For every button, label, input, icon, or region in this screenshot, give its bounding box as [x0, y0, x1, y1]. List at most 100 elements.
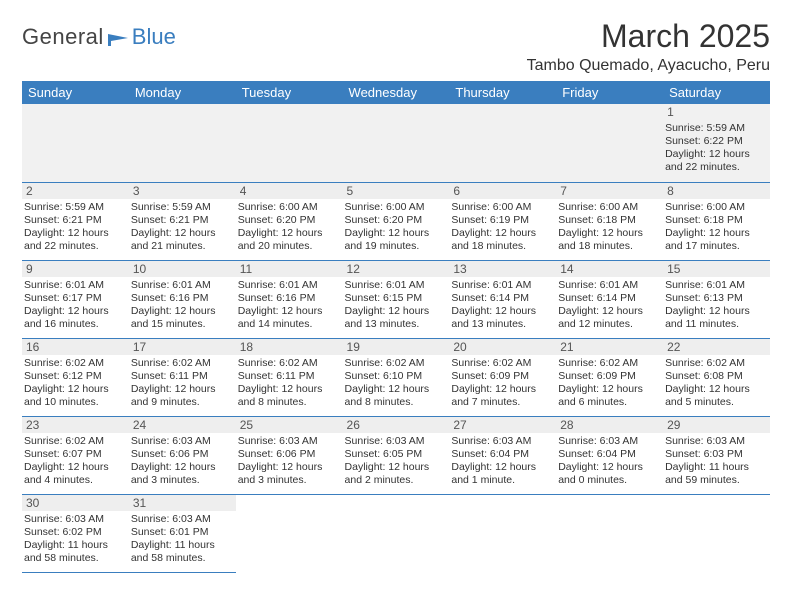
- day-number: 26: [343, 417, 450, 433]
- day-info: Sunrise: 6:00 AMSunset: 6:20 PMDaylight:…: [236, 199, 343, 254]
- sunrise-text: Sunrise: 6:03 AM: [238, 435, 341, 448]
- calendar-cell: 9Sunrise: 6:01 AMSunset: 6:17 PMDaylight…: [22, 260, 129, 338]
- weekday-header: Thursday: [449, 81, 556, 104]
- daylight-text: Daylight: 12 hours and 13 minutes.: [345, 305, 448, 331]
- sunset-text: Sunset: 6:20 PM: [238, 214, 341, 227]
- day-number: 27: [449, 417, 556, 433]
- daylight-text: Daylight: 11 hours and 59 minutes.: [665, 461, 768, 487]
- day-info: Sunrise: 5:59 AMSunset: 6:21 PMDaylight:…: [129, 199, 236, 254]
- day-info: Sunrise: 6:00 AMSunset: 6:18 PMDaylight:…: [663, 199, 770, 254]
- day-number: 11: [236, 261, 343, 277]
- day-info: Sunrise: 6:03 AMSunset: 6:05 PMDaylight:…: [343, 433, 450, 488]
- calendar-cell: 28Sunrise: 6:03 AMSunset: 6:04 PMDayligh…: [556, 416, 663, 494]
- calendar-cell: 25 Sunrise: 6:03 AMSunset: 6:06 PMDayligh…: [236, 416, 343, 494]
- daylight-text: Daylight: 12 hours and 12 minutes.: [558, 305, 661, 331]
- sunset-text: Sunset: 6:17 PM: [24, 292, 127, 305]
- day-info: Sunrise: 6:02 AMSunset: 6:08 PMDaylight:…: [663, 355, 770, 410]
- day-number: 25: [236, 417, 343, 433]
- day-number: 20: [449, 339, 556, 355]
- calendar-cell: 18Sunrise: 6:02 AMSunset: 6:11 PMDayligh…: [236, 338, 343, 416]
- calendar-cell: 16Sunrise: 6:02 AMSunset: 6:12 PMDayligh…: [22, 338, 129, 416]
- calendar-cell: 14Sunrise: 6:01 AMSunset: 6:14 PMDayligh…: [556, 260, 663, 338]
- day-info: Sunrise: 6:03 AMSunset: 6:01 PMDaylight:…: [129, 511, 236, 566]
- location-text: Tambo Quemado, Ayacucho, Peru: [527, 57, 770, 75]
- day-number: 18: [236, 339, 343, 355]
- sunset-text: Sunset: 6:16 PM: [238, 292, 341, 305]
- calendar-cell: 3Sunrise: 5:59 AMSunset: 6:21 PMDaylight…: [129, 182, 236, 260]
- daylight-text: Daylight: 12 hours and 3 minutes.: [238, 461, 341, 487]
- sunrise-text: Sunrise: 5:59 AM: [665, 122, 768, 135]
- calendar-cell: [449, 494, 556, 572]
- day-info: Sunrise: 6:02 AMSunset: 6:12 PMDaylight:…: [22, 355, 129, 410]
- sunrise-text: Sunrise: 6:01 AM: [24, 279, 127, 292]
- sunrise-text: Sunrise: 6:03 AM: [131, 513, 234, 526]
- calendar-cell: [449, 104, 556, 182]
- day-number: 8: [663, 183, 770, 199]
- daylight-text: Daylight: 12 hours and 20 minutes.: [238, 227, 341, 253]
- calendar-cell: 11Sunrise: 6:01 AMSunset: 6:16 PMDayligh…: [236, 260, 343, 338]
- sunset-text: Sunset: 6:15 PM: [345, 292, 448, 305]
- calendar-cell: 12Sunrise: 6:01 AMSunset: 6:15 PMDayligh…: [343, 260, 450, 338]
- calendar-cell: 2Sunrise: 5:59 AMSunset: 6:21 PMDaylight…: [22, 182, 129, 260]
- sunset-text: Sunset: 6:20 PM: [345, 214, 448, 227]
- day-number: 19: [343, 339, 450, 355]
- day-number: 6: [449, 183, 556, 199]
- daylight-text: Daylight: 12 hours and 6 minutes.: [558, 383, 661, 409]
- sunset-text: Sunset: 6:09 PM: [558, 370, 661, 383]
- day-number: 4: [236, 183, 343, 199]
- sunrise-text: Sunrise: 6:03 AM: [665, 435, 768, 448]
- sunrise-text: Sunrise: 6:01 AM: [451, 279, 554, 292]
- header: General Blue March 2025 Tambo Quemado, A…: [22, 18, 770, 75]
- day-number: 23: [22, 417, 129, 433]
- day-number: 22: [663, 339, 770, 355]
- day-info: Sunrise: 6:01 AMSunset: 6:15 PMDaylight:…: [343, 277, 450, 332]
- day-info: Sunrise: 6:03 AMSunset: 6:06 PMDaylight:…: [129, 433, 236, 488]
- page-title: March 2025: [527, 18, 770, 55]
- daylight-text: Daylight: 12 hours and 13 minutes.: [451, 305, 554, 331]
- sunset-text: Sunset: 6:10 PM: [345, 370, 448, 383]
- daylight-text: Daylight: 12 hours and 15 minutes.: [131, 305, 234, 331]
- sunset-text: Sunset: 6:06 PM: [238, 448, 341, 461]
- sunset-text: Sunset: 6:05 PM: [345, 448, 448, 461]
- calendar-cell: [22, 104, 129, 182]
- daylight-text: Daylight: 12 hours and 1 minute.: [451, 461, 554, 487]
- calendar-cell: 31Sunrise: 6:03 AMSunset: 6:01 PMDayligh…: [129, 494, 236, 572]
- calendar-cell: 21Sunrise: 6:02 AMSunset: 6:09 PMDayligh…: [556, 338, 663, 416]
- calendar-cell: 19Sunrise: 6:02 AMSunset: 6:10 PMDayligh…: [343, 338, 450, 416]
- day-number: 13: [449, 261, 556, 277]
- daylight-text: Daylight: 12 hours and 22 minutes.: [665, 148, 768, 174]
- brand-logo: General Blue: [22, 24, 176, 50]
- calendar-table: Sunday Monday Tuesday Wednesday Thursday…: [22, 81, 770, 573]
- day-info: Sunrise: 6:02 AMSunset: 6:07 PMDaylight:…: [22, 433, 129, 488]
- day-info: Sunrise: 6:01 AMSunset: 6:14 PMDaylight:…: [449, 277, 556, 332]
- sunset-text: Sunset: 6:18 PM: [665, 214, 768, 227]
- calendar-row: 1Sunrise: 5:59 AMSunset: 6:22 PMDaylight…: [22, 104, 770, 182]
- daylight-text: Daylight: 12 hours and 17 minutes.: [665, 227, 768, 253]
- sunset-text: Sunset: 6:04 PM: [558, 448, 661, 461]
- calendar-cell: 26Sunrise: 6:03 AMSunset: 6:05 PMDayligh…: [343, 416, 450, 494]
- sunrise-text: Sunrise: 6:02 AM: [451, 357, 554, 370]
- day-info: Sunrise: 6:03 AMSunset: 6:04 PMDaylight:…: [556, 433, 663, 488]
- sunset-text: Sunset: 6:11 PM: [131, 370, 234, 383]
- daylight-text: Daylight: 12 hours and 8 minutes.: [345, 383, 448, 409]
- sunrise-text: Sunrise: 6:03 AM: [558, 435, 661, 448]
- calendar-cell: 20Sunrise: 6:02 AMSunset: 6:09 PMDayligh…: [449, 338, 556, 416]
- daylight-text: Daylight: 12 hours and 7 minutes.: [451, 383, 554, 409]
- weekday-header: Friday: [556, 81, 663, 104]
- day-number: 28: [556, 417, 663, 433]
- daylight-text: Daylight: 12 hours and 5 minutes.: [665, 383, 768, 409]
- day-info: Sunrise: 6:01 AMSunset: 6:16 PMDaylight:…: [129, 277, 236, 332]
- calendar-cell: 8Sunrise: 6:00 AMSunset: 6:18 PMDaylight…: [663, 182, 770, 260]
- day-info: Sunrise: 6:03 AMSunset: 6:03 PMDaylight:…: [663, 433, 770, 488]
- day-number: 24: [129, 417, 236, 433]
- calendar-cell: 1Sunrise: 5:59 AMSunset: 6:22 PMDaylight…: [663, 104, 770, 182]
- calendar-cell: [343, 494, 450, 572]
- sunset-text: Sunset: 6:02 PM: [24, 526, 127, 539]
- sunrise-text: Sunrise: 6:03 AM: [131, 435, 234, 448]
- sunset-text: Sunset: 6:16 PM: [131, 292, 234, 305]
- daylight-text: Daylight: 12 hours and 10 minutes.: [24, 383, 127, 409]
- sunrise-text: Sunrise: 6:01 AM: [345, 279, 448, 292]
- day-info: Sunrise: 5:59 AMSunset: 6:22 PMDaylight:…: [663, 120, 770, 175]
- calendar-cell: 24Sunrise: 6:03 AMSunset: 6:06 PMDayligh…: [129, 416, 236, 494]
- weekday-header: Sunday: [22, 81, 129, 104]
